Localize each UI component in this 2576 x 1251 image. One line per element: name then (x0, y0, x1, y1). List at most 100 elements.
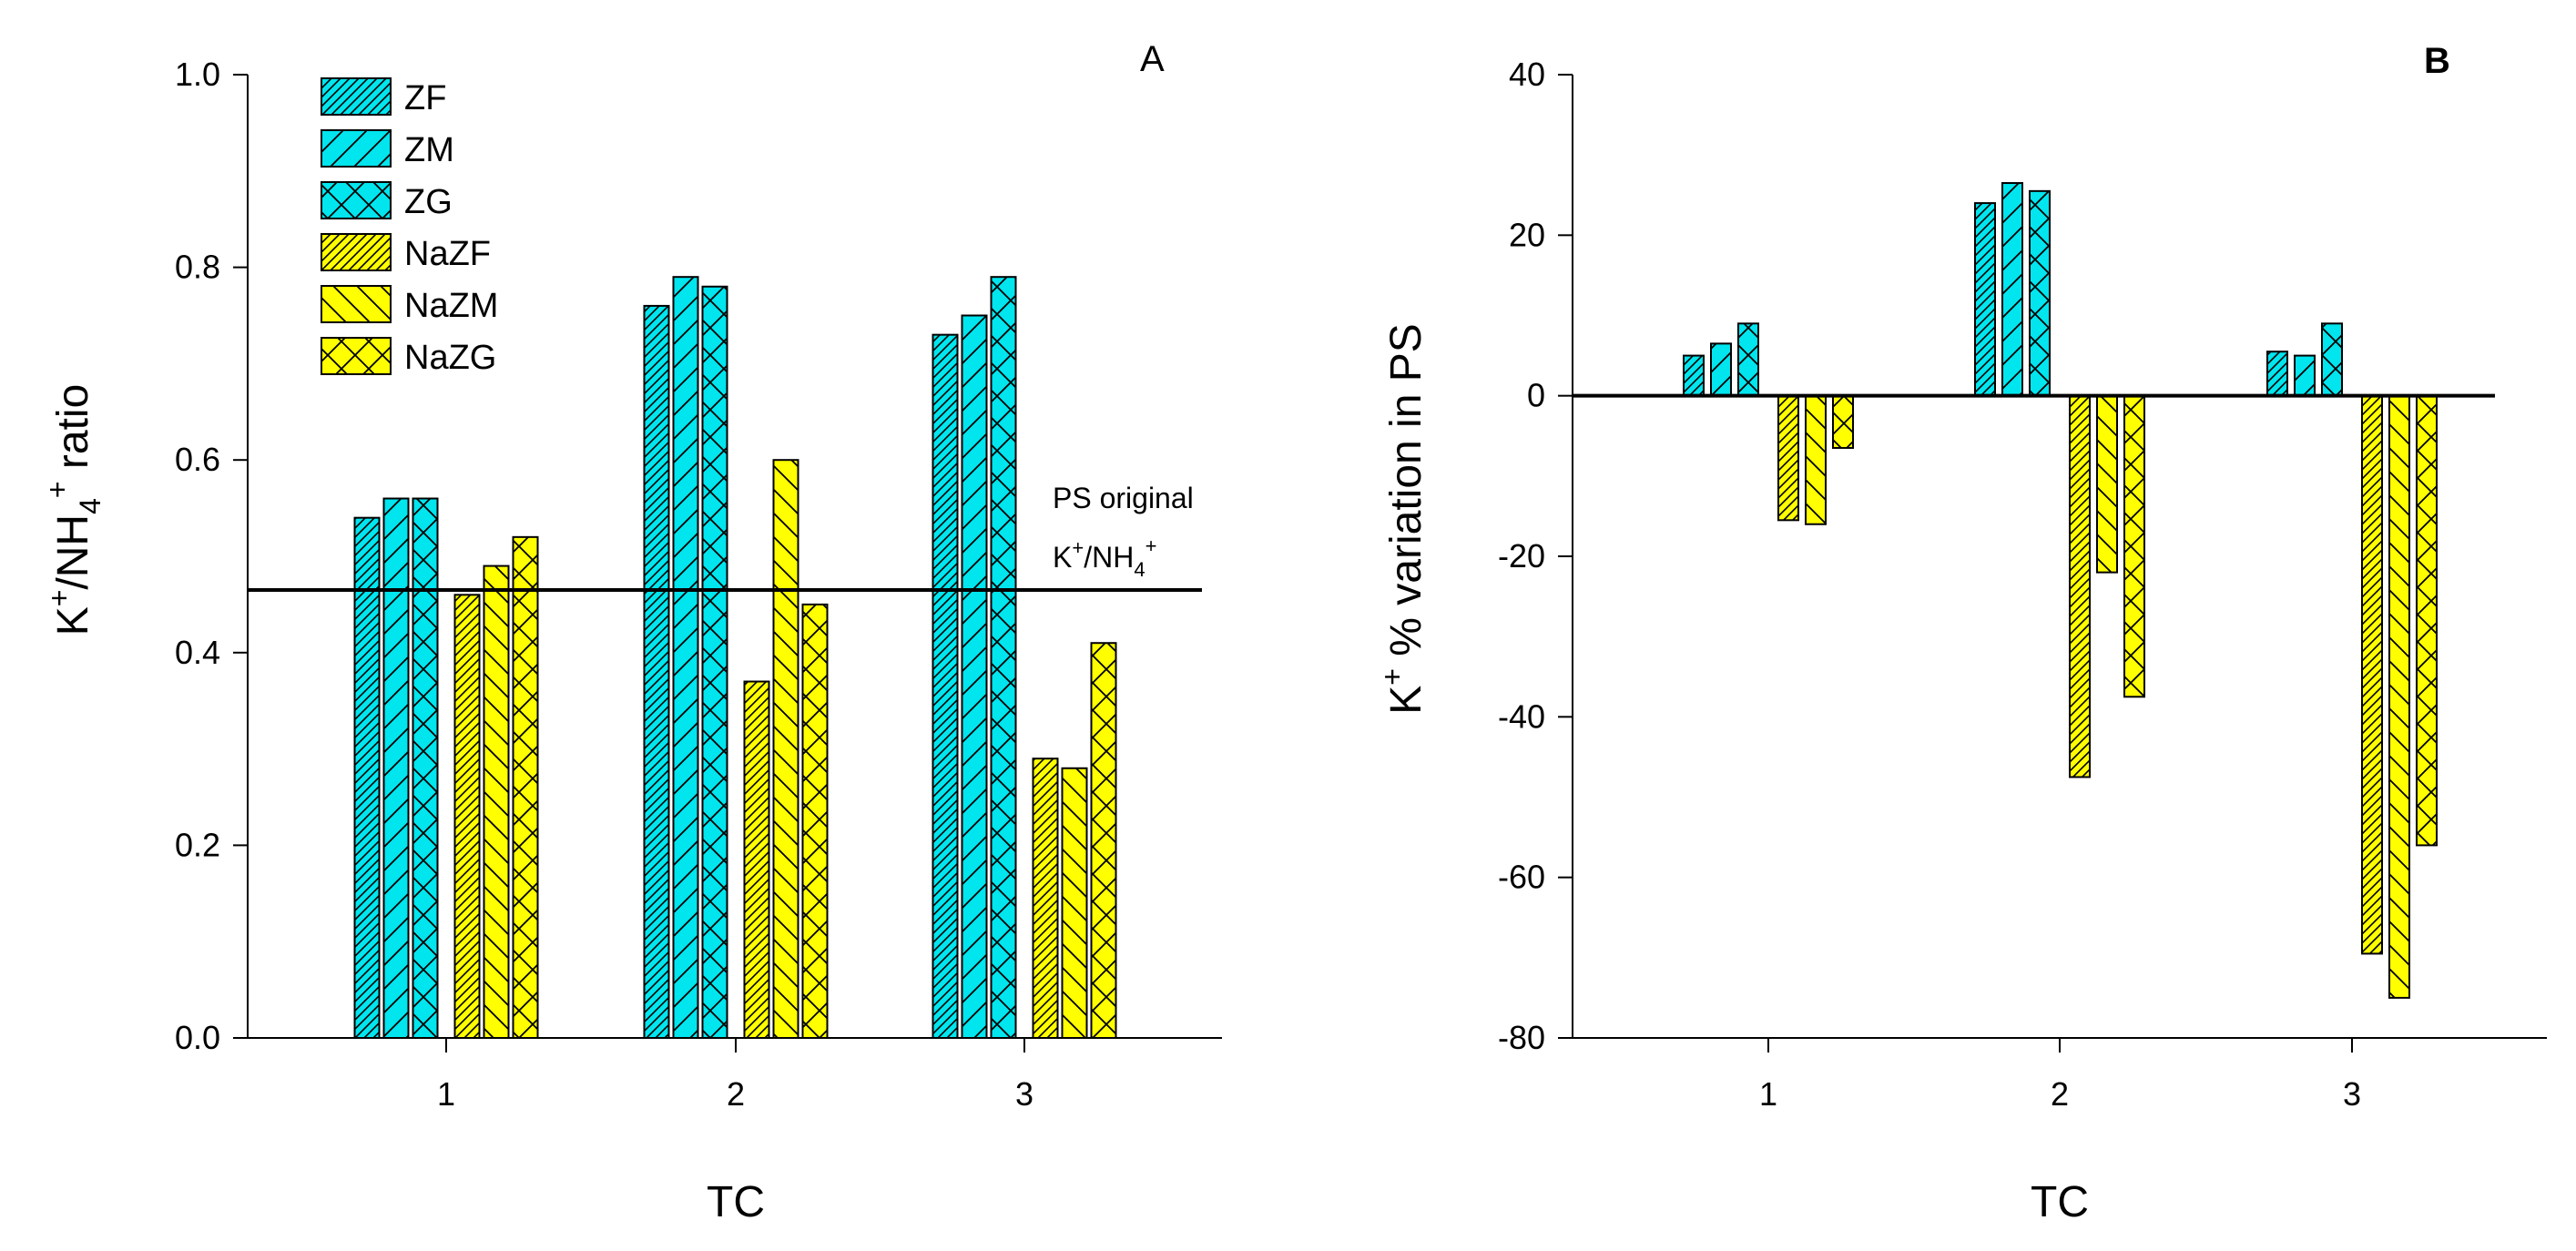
legend-swatch (321, 77, 392, 116)
panel-a-y-title: K+/NH4+ ratio (41, 384, 107, 636)
bar-hatch (701, 285, 728, 1039)
y-tick-label: 0.2 (175, 826, 220, 863)
bar-hatch (1974, 202, 1996, 397)
annotation-sub: 4 (1134, 558, 1145, 581)
bar-b-nazf-tc2 (2069, 394, 2091, 778)
panel-b-x-title: TC (2031, 1178, 2089, 1226)
bar-b-nazm-tc1 (1805, 394, 1827, 525)
bar-a-zg-tc1 (412, 497, 439, 1039)
legend-item-zf: ZF (321, 77, 446, 117)
bar-b-nazm-tc2 (2096, 394, 2118, 574)
bar-hatch (2029, 189, 2051, 397)
bar-a-zg-tc2 (701, 285, 728, 1039)
x-tick-label: 2 (2051, 1075, 2069, 1113)
y-tick-label: 0.0 (175, 1019, 220, 1056)
y-title-sub: 4 (74, 498, 107, 514)
bar-hatch (2361, 394, 2383, 955)
b-y-title-k: K (1382, 686, 1431, 715)
bar-hatch (643, 304, 670, 1040)
y-tick-label: 0.6 (175, 441, 220, 478)
bar-a-nazf-tc1 (453, 594, 481, 1039)
legend-label: NaZF (404, 235, 491, 273)
panel-a-letter: A (1140, 39, 1165, 79)
bar-hatch (1777, 394, 1799, 522)
bar-b-zg-tc2 (2029, 189, 2051, 397)
bar-hatch (2096, 394, 2118, 574)
annotation-k: K (1053, 541, 1072, 574)
panel-b: -80 -60 -40 -20 0 20 40 1 2 3 B K+ % variation i… (1376, 41, 2547, 1226)
y-tick-label: -80 (1498, 1019, 1545, 1056)
panel-a-annotation-line2: K+/NH4+ (1053, 534, 1156, 581)
bar-hatch (672, 276, 699, 1039)
bar-hatch (1090, 642, 1117, 1039)
y-tick-label: -40 (1498, 697, 1545, 735)
y-tick-label: -60 (1498, 859, 1545, 896)
y-title-sup1: + (43, 590, 76, 607)
bar-a-zm-tc1 (382, 497, 410, 1039)
legend-item-zg: ZG (321, 181, 453, 221)
annotation-sup1: + (1072, 536, 1084, 559)
y-tick-label: 20 (1509, 216, 1545, 253)
y-title-k: K (49, 606, 97, 636)
bar-hatch (932, 333, 959, 1040)
panel-a-y-axis: 0.0 0.2 0.4 0.6 0.8 1.0 (175, 56, 249, 1056)
bar-b-nazg-tc3 (2416, 394, 2438, 847)
bar-hatch (2001, 182, 2023, 397)
bar-hatch (2069, 394, 2091, 778)
legend-label: NaZG (404, 339, 496, 377)
x-tick-label: 3 (1015, 1075, 1033, 1113)
y-tick-label: 0.4 (175, 634, 220, 671)
x-tick-label: 3 (2343, 1075, 2361, 1113)
bar-a-nazf-tc2 (743, 680, 770, 1039)
bar-hatch (1683, 354, 1705, 397)
legend-swatch (321, 129, 392, 168)
y-tick-label: 1.0 (175, 56, 220, 93)
bar-hatch (453, 594, 481, 1039)
bar-hatch (2294, 354, 2316, 397)
panel-b-letter: B (2424, 41, 2450, 81)
y-tick-label: -20 (1498, 537, 1545, 575)
bar-hatch (1805, 394, 1827, 525)
bar-b-zf-tc2 (1974, 202, 1996, 397)
panel-a-x-axis: 1 2 3 (248, 1037, 1222, 1113)
y-tick-label: 0.8 (175, 249, 220, 286)
legend-label: NaZM (404, 287, 498, 325)
annotation-mid: /NH (1084, 541, 1134, 574)
bar-a-zf-tc2 (643, 304, 670, 1040)
y-title-end: ratio (49, 384, 97, 482)
bar-hatch (743, 680, 770, 1039)
legend-item-nazf: NaZF (321, 233, 491, 273)
legend-label: ZG (404, 183, 453, 221)
bar-hatch (990, 276, 1017, 1039)
legend-label: ZM (404, 131, 454, 169)
bar-hatch (961, 314, 988, 1039)
b-y-title-sup: + (1376, 668, 1409, 686)
bar-b-nazf-tc3 (2361, 394, 2383, 955)
bar-a-zm-tc3 (961, 314, 988, 1039)
bar-a-zg-tc3 (990, 276, 1017, 1039)
bar-a-nazm-tc3 (1061, 767, 1088, 1039)
bar-b-zm-tc1 (1710, 342, 1732, 397)
x-tick-label: 2 (727, 1075, 745, 1113)
bar-hatch (2321, 322, 2343, 397)
bar-hatch (2416, 394, 2438, 847)
annotation-sup2: + (1145, 534, 1157, 557)
b-y-title-end: % variation in PS (1382, 323, 1431, 668)
bar-hatch (1737, 322, 1759, 397)
panel-a-bars (353, 276, 1117, 1040)
y-title-mid: /NH (49, 514, 97, 590)
panel-b-x-axis: 1 2 3 (1573, 1037, 2547, 1113)
legend-item-nazm: NaZM (321, 285, 498, 325)
legend-label: ZF (404, 79, 446, 117)
bar-b-nazg-tc2 (2123, 394, 2145, 698)
panel-b-y-axis: -80 -60 -40 -20 0 20 40 (1498, 56, 1573, 1056)
bar-hatch (382, 497, 410, 1039)
bar-a-nazg-tc3 (1090, 642, 1117, 1039)
bar-b-zg-tc1 (1737, 322, 1759, 397)
legend-swatch (321, 285, 392, 323)
bar-b-zm-tc3 (2294, 354, 2316, 397)
panel-a-annotation-line1: PS original (1053, 482, 1194, 514)
bar-hatch (2266, 351, 2288, 397)
